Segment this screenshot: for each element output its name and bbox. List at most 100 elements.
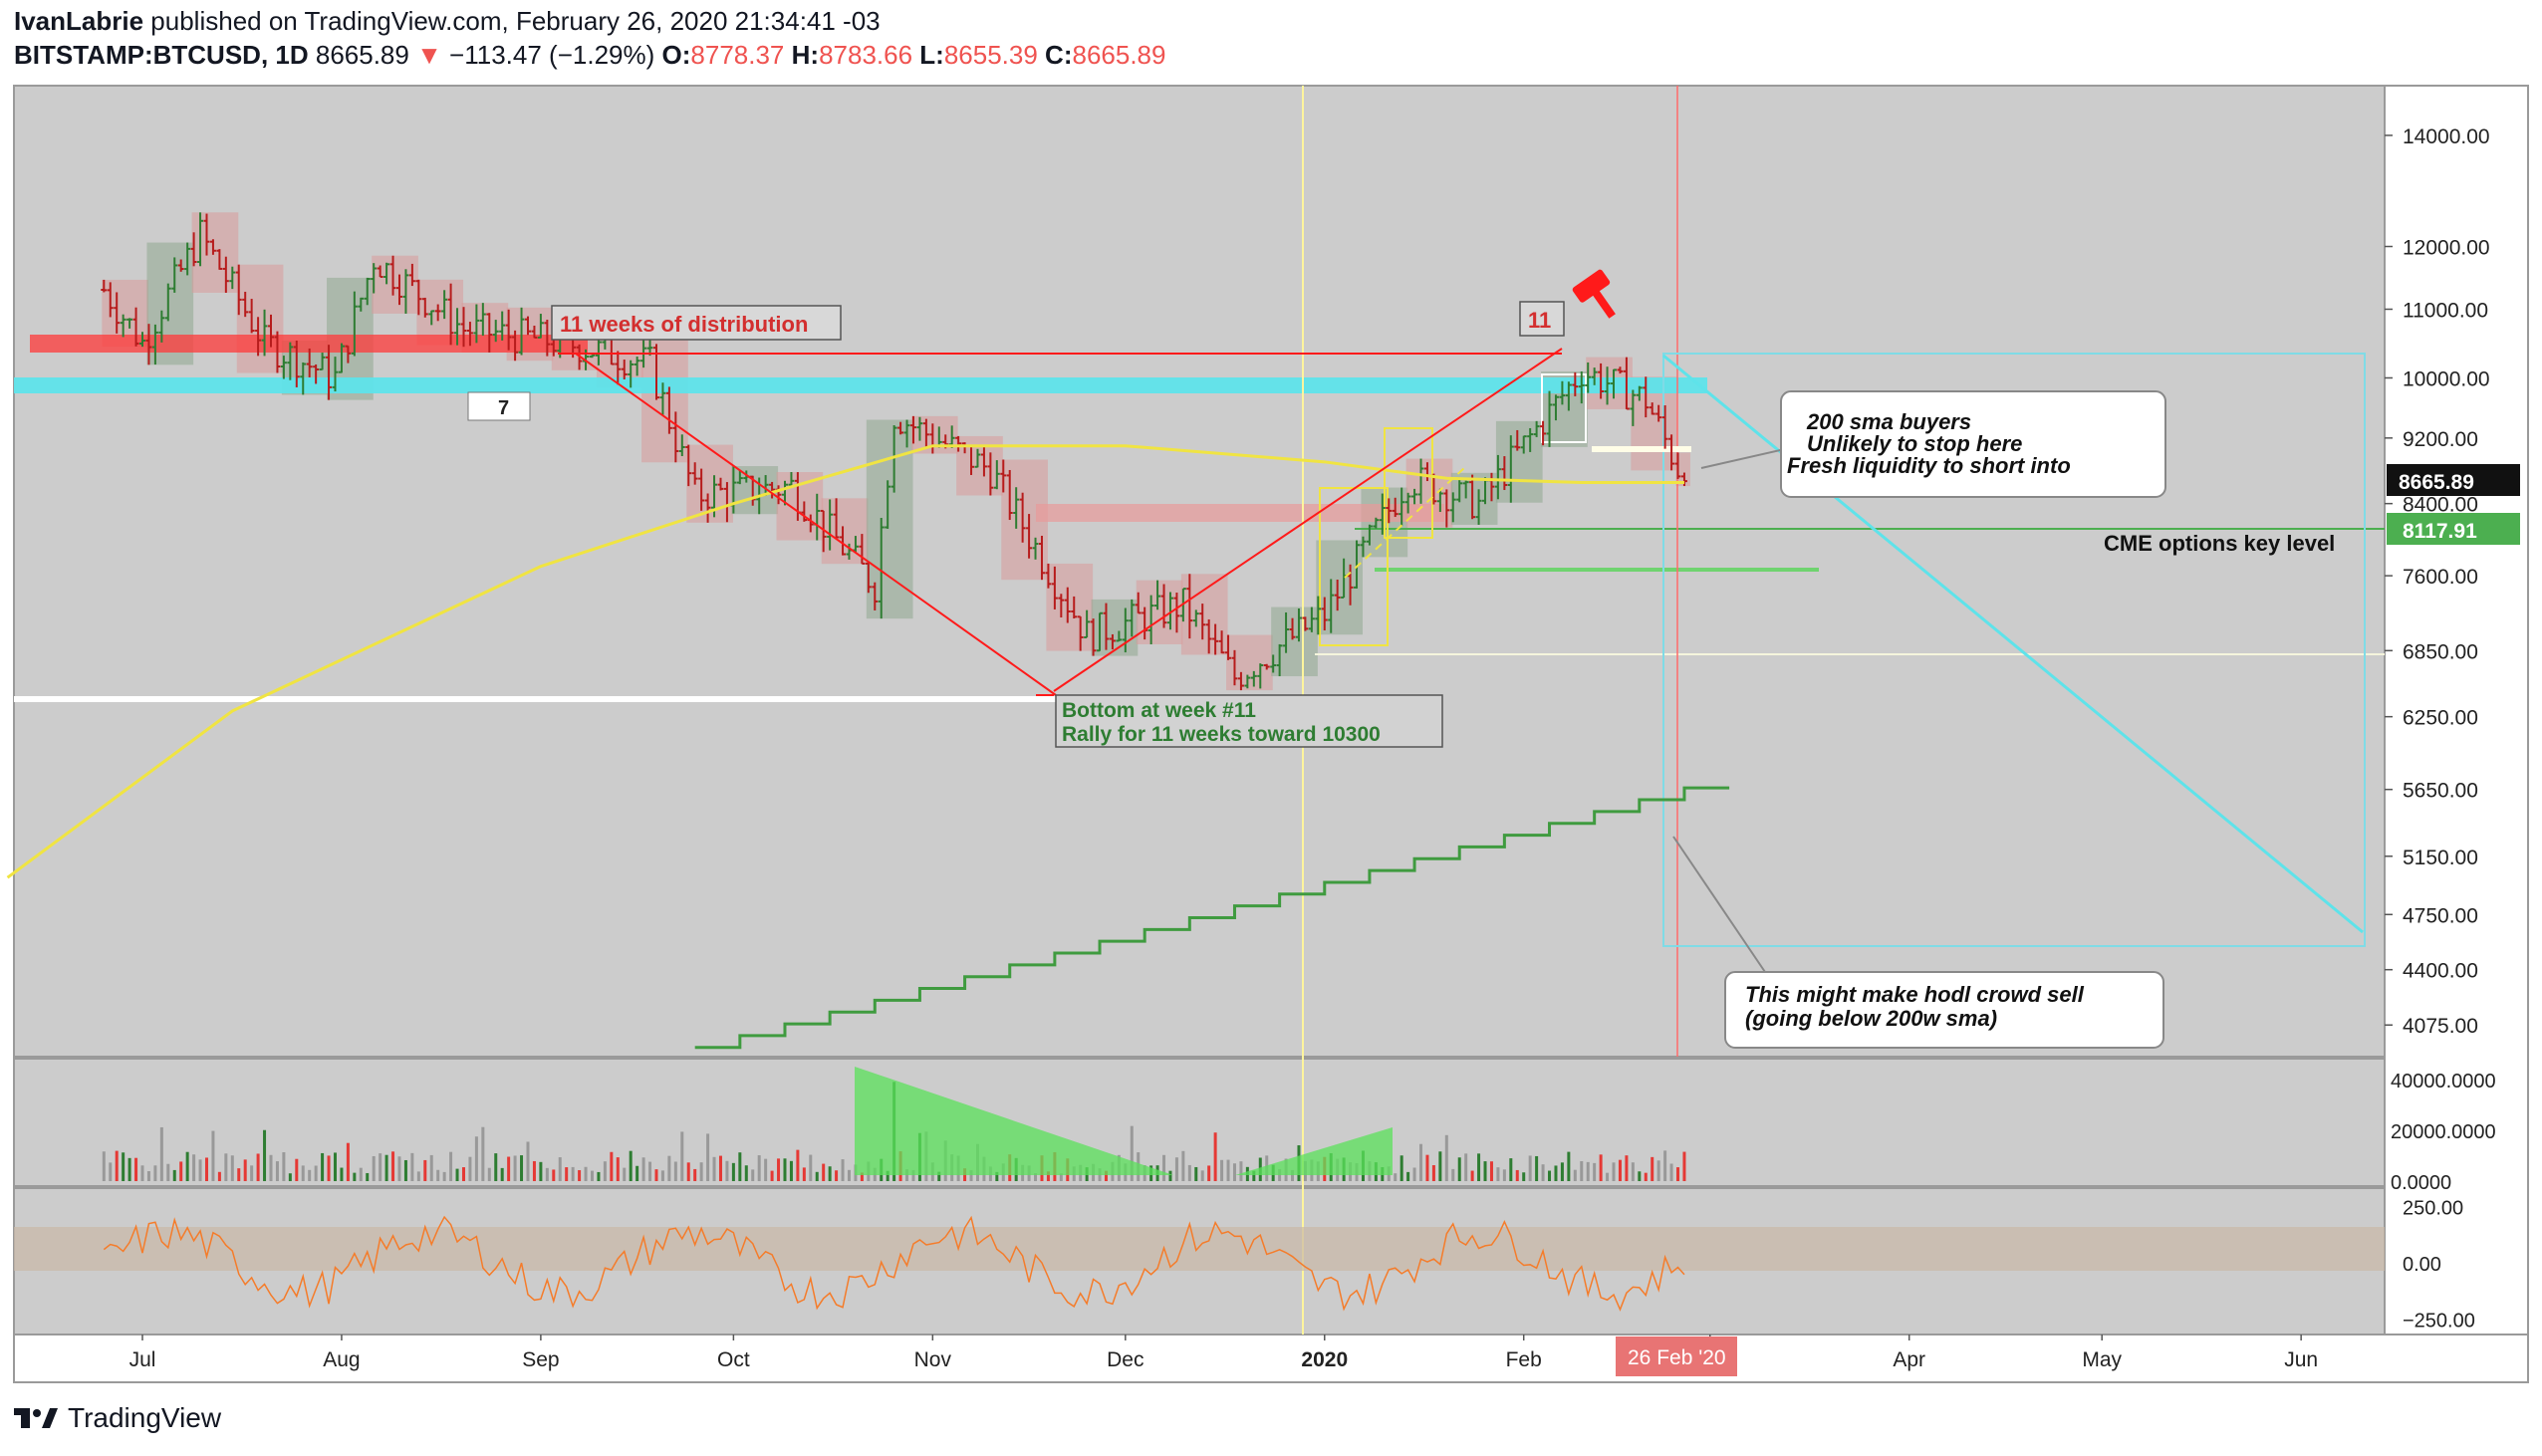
volume-bar xyxy=(1181,1150,1185,1181)
volume-bar xyxy=(654,1169,658,1181)
volume-bar xyxy=(815,1171,819,1181)
volume-bar xyxy=(507,1156,511,1181)
publisher-name[interactable]: IvanLabrie xyxy=(14,6,144,36)
price-tick-label: 7600.00 xyxy=(2403,566,2478,589)
volume-bar xyxy=(1399,1155,1403,1181)
volume-tick-label: 20000.0000 xyxy=(2391,1121,2496,1143)
price-axis-ticks: 14000.00 12000.00 11000.00 10000.00 9200.00 8… xyxy=(2385,125,2490,1038)
tradingview-logo-icon[interactable] xyxy=(14,1405,58,1431)
volume-bar xyxy=(308,1169,312,1181)
volume-bar xyxy=(282,1151,286,1181)
white-box-feb xyxy=(1541,373,1587,443)
weekly-box xyxy=(372,255,418,314)
volume-bar xyxy=(172,1169,176,1181)
volume-bar xyxy=(340,1167,344,1181)
callout-sma-buyers[interactable]: 200 sma buyers Unlikely to stop here Fre… xyxy=(1700,390,2166,498)
gavel-icon xyxy=(1572,269,1616,319)
oscillator-tick-label: 250.00 xyxy=(2403,1197,2463,1219)
volume-bar xyxy=(680,1131,684,1181)
weeks-count-label[interactable]: 11 xyxy=(1519,301,1565,337)
price-change: −113.47 (−1.29%) xyxy=(449,40,655,70)
volume-bar xyxy=(1618,1159,1622,1181)
volume-bar xyxy=(1470,1170,1474,1181)
volume-bar xyxy=(995,1171,999,1181)
price-tick-label: 9200.00 xyxy=(2403,428,2478,451)
volume-bar xyxy=(1522,1172,1526,1181)
moving-averages xyxy=(6,444,1730,1050)
volume-bar xyxy=(1425,1154,1429,1181)
high-value: 8783.66 xyxy=(819,40,913,70)
volume-bar xyxy=(250,1165,254,1181)
svg-text:This might make hodl crowd sel: This might make hodl crowd sell xyxy=(1745,982,2085,1007)
symbol-name[interactable]: BITSTAMP:BTCUSD, 1D xyxy=(14,40,309,70)
volume-bar xyxy=(718,1155,722,1181)
volume-bar xyxy=(122,1152,126,1181)
volume-bar xyxy=(1406,1171,1410,1181)
last-price: 8665.89 xyxy=(315,40,409,70)
volume-bar xyxy=(526,1141,530,1181)
low-label: L: xyxy=(919,40,944,70)
cursor-date-tag: 26 Feb '20 xyxy=(1616,1336,1737,1376)
svg-text:26 Feb '20: 26 Feb '20 xyxy=(1628,1346,1726,1369)
volume-bar xyxy=(558,1157,562,1181)
volume-bar xyxy=(1034,1173,1038,1181)
volume-bar xyxy=(1573,1169,1577,1181)
volume-bar xyxy=(886,1170,890,1181)
volume-bar xyxy=(693,1168,697,1181)
price-tick-label: 4075.00 xyxy=(2403,1015,2478,1038)
time-axis[interactable] xyxy=(13,1334,2529,1383)
volume-bar xyxy=(796,1149,800,1181)
volume-bar xyxy=(1580,1160,1584,1181)
volume-pane[interactable] xyxy=(13,1058,2386,1187)
volume-bar xyxy=(224,1153,228,1181)
volume-bar xyxy=(809,1154,813,1181)
volume-bar xyxy=(243,1159,247,1181)
volume-bar xyxy=(1438,1151,1442,1181)
volume-bar xyxy=(346,1142,350,1181)
distribution-label[interactable]: 11 weeks of distribution xyxy=(551,305,842,341)
volume-bar xyxy=(256,1153,260,1181)
oscillator-tick-label: 0.00 xyxy=(2403,1254,2441,1276)
volume-bar xyxy=(1638,1171,1642,1181)
volume-bar xyxy=(179,1161,183,1181)
volume-axis-ticks: 40000.0000 20000.0000 0.0000 xyxy=(2391,1071,2496,1194)
volume-bar xyxy=(366,1172,370,1181)
close-value: 8665.89 xyxy=(1072,40,1166,70)
weekly-box xyxy=(776,471,824,541)
volume-bars xyxy=(102,1082,1686,1181)
volume-bar xyxy=(115,1150,119,1181)
volume-bar xyxy=(744,1165,748,1181)
time-axis-ticks: JulAugSepOctNovDec2020FebMarAprMayJun xyxy=(129,1335,2318,1371)
weekly-box xyxy=(506,307,554,362)
price-tick-label: 12000.00 xyxy=(2403,237,2490,260)
volume-bar xyxy=(828,1166,832,1181)
time-tick-label: May xyxy=(2082,1348,2122,1371)
volume-bar xyxy=(641,1157,645,1181)
tradingview-brand[interactable]: TradingView xyxy=(68,1402,222,1433)
bottom-label[interactable]: Bottom at week #11 Rally for 11 weeks to… xyxy=(1055,694,1443,748)
volume-bar xyxy=(192,1154,196,1181)
volume-bar xyxy=(802,1167,806,1181)
volume-bar xyxy=(327,1155,331,1181)
volume-bar xyxy=(1464,1153,1468,1181)
support-resistance-zones xyxy=(14,86,2385,1335)
oscillator-axis-ticks: 250.00 0.00 −250.00 xyxy=(2403,1197,2475,1332)
badge-seven-label[interactable]: 7 xyxy=(467,391,531,421)
weekly-box xyxy=(1180,574,1228,655)
volume-bar xyxy=(1586,1161,1590,1181)
volume-bar xyxy=(410,1152,414,1181)
time-tick-label: 2020 xyxy=(1301,1348,1348,1371)
chart-canvas[interactable]: 11 weeks of distribution 11 7 Bottom at … xyxy=(0,0,2542,1394)
volume-bar xyxy=(1200,1170,1204,1181)
volume-bar xyxy=(333,1152,337,1181)
volume-bar xyxy=(623,1167,627,1181)
volume-bar xyxy=(1168,1170,1172,1181)
cme-level-tag: 8117.91 xyxy=(2387,513,2520,545)
volume-bar xyxy=(783,1158,787,1181)
volume-bar xyxy=(822,1163,826,1181)
volume-bar xyxy=(1394,1173,1398,1181)
callout-hodl-crowd[interactable]: This might make hodl crowd sell (going b… xyxy=(1672,836,2164,1049)
price-pane[interactable] xyxy=(13,85,2386,1058)
high-label: H: xyxy=(791,40,820,70)
volume-bar xyxy=(1207,1165,1211,1181)
